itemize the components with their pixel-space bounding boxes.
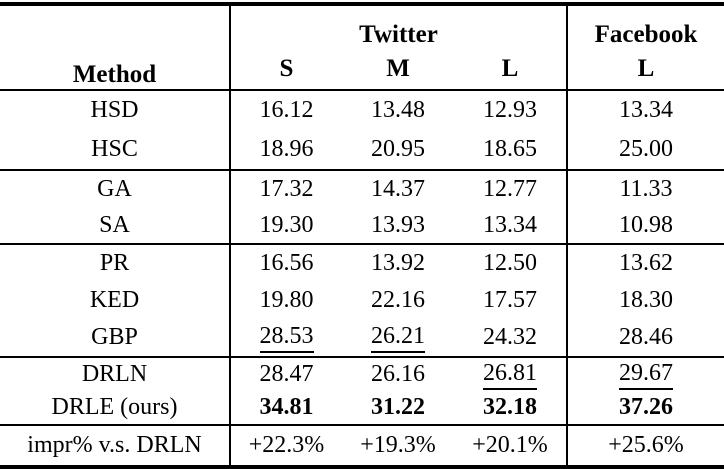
col-header-facebook-l: L [567, 49, 724, 91]
value-cell: 13.48 [371, 97, 425, 124]
underlined-value: 28.53 [259, 324, 314, 353]
value-cell: 12.93 [454, 90, 568, 130]
value-cell: 18.96 [230, 130, 342, 171]
value-cell: 12.50 [454, 244, 568, 282]
col-header-twitter-m: M [342, 49, 454, 91]
method-cell: HSD [0, 90, 231, 130]
value-cell: 22.16 [371, 287, 425, 314]
table-row-pr: PR 16.56 13.92 12.50 13.62 [0, 244, 724, 282]
value-cell: +20.1% [454, 425, 568, 467]
value-cell: 13.34 [454, 207, 568, 245]
table-row-sa: SA 19.30 13.93 13.34 10.98 [0, 207, 724, 245]
method-cell: HSC [0, 130, 231, 171]
value-cell: 18.65 [454, 130, 568, 171]
value-cell: 11.33 [619, 175, 673, 202]
table-row-ga: GA 17.32 14.37 12.77 11.33 [0, 170, 724, 207]
facebook-group-header: Facebook [594, 20, 698, 48]
col-header-twitter-l: L [454, 49, 568, 91]
table-row-ked: KED 19.80 22.16 17.57 18.30 [0, 282, 724, 319]
method-cell: impr% v.s. DRLN [0, 425, 231, 467]
value-cell: 19.30 [230, 207, 342, 245]
value-cell: 31.22 [342, 391, 454, 426]
value-cell: +25.6% [608, 432, 684, 459]
value-cell: 26.16 [371, 361, 425, 388]
value-cell: 17.32 [259, 175, 314, 202]
value-cell: 24.32 [454, 319, 568, 358]
value-cell: 10.98 [567, 207, 724, 245]
method-cell: KED [0, 282, 231, 319]
value-cell: 19.80 [259, 287, 314, 314]
value-cell: 25.00 [567, 130, 724, 171]
value-cell: 16.12 [259, 97, 314, 124]
value-cell: 13.62 [619, 250, 673, 277]
underlined-value: 29.67 [619, 361, 673, 390]
table-row-hsc: HSC 18.96 20.95 18.65 25.00 [0, 130, 724, 171]
value-cell: 37.26 [567, 391, 724, 426]
table-row-gbp: GBP 28.53 26.21 24.32 28.46 [0, 319, 724, 358]
value-cell: 28.53 [230, 319, 342, 358]
value-cell: 13.34 [619, 97, 673, 124]
value-cell: 28.46 [567, 319, 724, 358]
value-cell: 17.57 [454, 282, 568, 319]
table-header: Method Twitter Facebook S M L L [0, 4, 724, 91]
method-cell: GBP [0, 319, 231, 358]
value-cell: 26.21 [342, 319, 454, 358]
method-cell: DRLE (ours) [0, 391, 231, 426]
value-cell: 34.81 [230, 391, 342, 426]
value-cell: 28.47 [259, 361, 314, 388]
value-cell: 20.95 [342, 130, 454, 171]
method-cell: SA [0, 207, 231, 245]
table-row-hsd: HSD 16.12 13.48 12.93 13.34 [0, 90, 724, 130]
method-cell: GA [0, 170, 231, 207]
value-cell: +22.3% [248, 432, 325, 459]
value-cell: +19.3% [360, 432, 436, 459]
col-header-twitter-s: S [230, 49, 342, 91]
table-row-improvement: impr% v.s. DRLN +22.3% +19.3% +20.1% +25… [0, 425, 724, 467]
method-cell: DRLN [0, 357, 231, 391]
value-cell: 16.56 [259, 250, 314, 277]
method-column-header: Method [0, 4, 231, 91]
table-row-drle-ours: DRLE (ours) 34.81 31.22 32.18 37.26 [0, 391, 724, 426]
value-cell: 32.18 [454, 391, 568, 426]
value-cell: 12.77 [454, 170, 568, 207]
value-cell: 14.37 [371, 175, 425, 202]
value-cell: 13.93 [342, 207, 454, 245]
underlined-value: 26.21 [371, 324, 425, 353]
twitter-group-header: Twitter [230, 4, 568, 49]
method-cell: PR [0, 244, 231, 282]
table-row-drln: DRLN 28.47 26.16 26.81 29.67 [0, 357, 724, 391]
underlined-value: 26.81 [483, 361, 537, 390]
value-cell: 13.92 [371, 250, 425, 277]
value-cell: 26.81 [454, 357, 568, 391]
value-cell: 29.67 [567, 357, 724, 391]
value-cell: 18.30 [619, 287, 673, 314]
